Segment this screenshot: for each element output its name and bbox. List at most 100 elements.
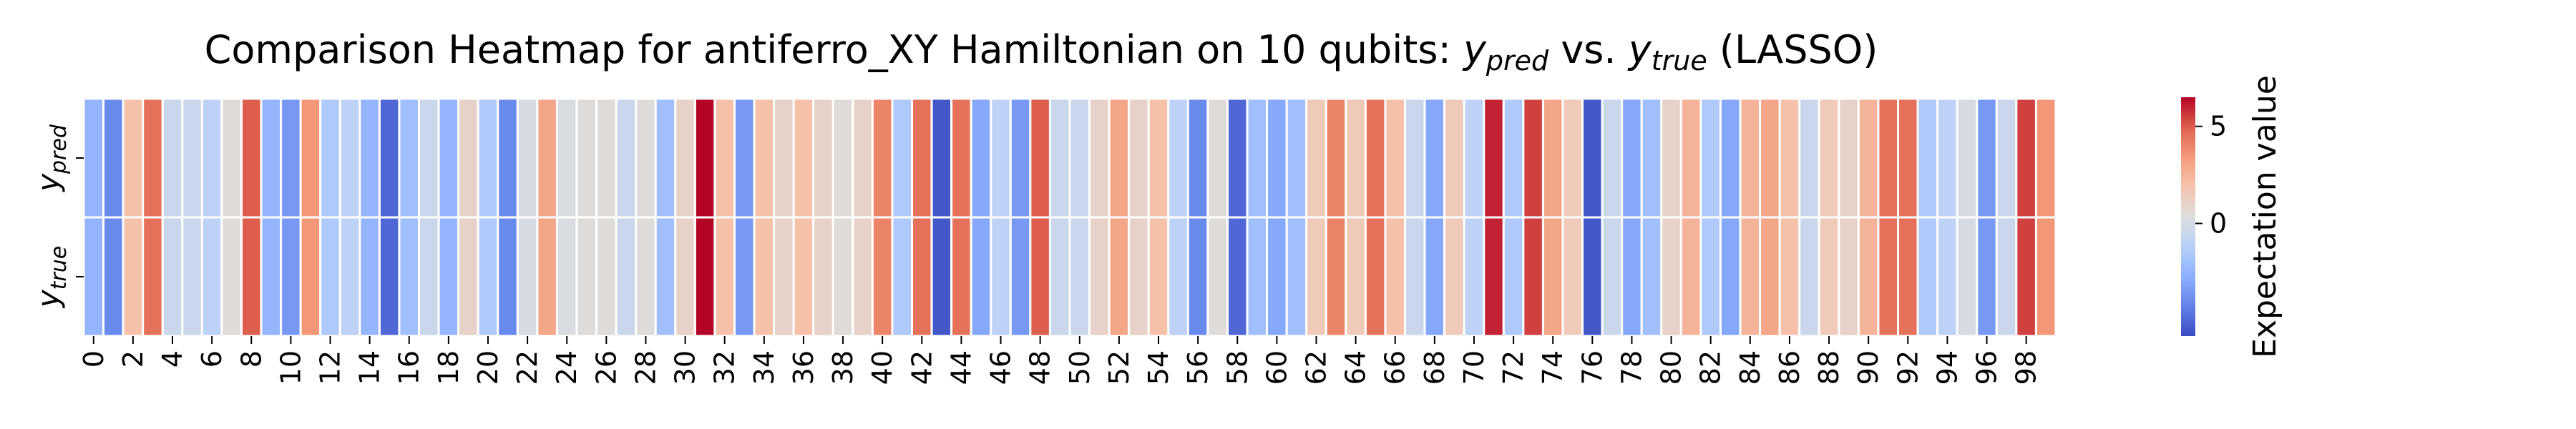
heatmap-cell [1640,97,1663,219]
heatmap-cell [1463,216,1485,337]
x-tick-label: 16 [394,350,425,385]
heatmap-cell [1976,97,1998,219]
heatmap-cell [457,97,479,219]
heatmap-cell [1226,97,1249,219]
x-tick-label: 2 [117,350,149,368]
heatmap-cell [753,216,776,337]
x-tick-label: 18 [433,350,464,385]
heatmap-cell [1206,216,1229,337]
heatmap-cell [555,97,578,219]
heatmap-cell [1483,216,1505,337]
x-tick-label: 44 [945,350,977,385]
heatmap-cell [536,216,558,337]
heatmap-cell [713,216,736,337]
heatmap-cell [1778,97,1801,219]
x-tick-label: 54 [1143,350,1174,385]
heatmap-cell [1759,97,1781,219]
heatmap-cell [1838,216,1860,337]
heatmap-cell [536,97,558,219]
heatmap-cell [82,216,105,337]
heatmap-cell [1423,216,1446,337]
heatmap-cell [674,216,696,337]
x-tick-label: 66 [1380,350,1411,385]
heatmap-cell [773,97,795,219]
heatmap-cell [1877,216,1900,337]
x-tick-label: 80 [1656,350,1687,385]
heatmap-cell [1048,97,1071,219]
heatmap-cell [516,216,539,337]
x-tick-label: 82 [1695,350,1727,385]
heatmap-cell [990,97,1012,219]
heatmap-cell [792,97,815,219]
x-tick-label: 48 [1025,350,1056,385]
x-tick-label: 46 [985,350,1017,385]
heatmap-cell [1581,97,1604,219]
heatmap-cell [220,216,243,337]
heatmap-cell [418,216,440,337]
x-tick-label: 50 [1064,350,1096,385]
heatmap-cell [1857,97,1880,219]
heatmap-cell [1995,97,2018,219]
heatmap-cell [595,97,618,219]
heatmap-cell [911,97,933,219]
heatmap-cell [319,216,341,337]
heatmap-cell [2034,97,2057,219]
x-tick-label: 40 [867,350,898,385]
heatmap-cell [1699,97,1722,219]
x-tick-label: 30 [670,350,701,385]
heatmap-cell [516,97,539,219]
heatmap-cell [831,97,854,219]
heatmap-cell [1660,97,1682,219]
x-tick-label: 98 [2011,350,2042,385]
heatmap-cell [990,216,1012,337]
heatmap-cell [1976,216,1998,337]
heatmap-cell [1246,97,1269,219]
heatmap-cell [635,97,657,219]
heatmap-cell [280,97,302,219]
chart-title: Comparison Heatmap for antiferro_XY Hami… [205,27,1878,77]
heatmap-cell [181,97,203,219]
heatmap-cell [2015,216,2037,337]
heatmap-cell [1561,97,1584,219]
heatmap-cell [1956,97,1979,219]
heatmap-cell [1226,216,1249,337]
y-tick-label: ypred [31,124,72,193]
heatmap-cell [871,97,894,219]
heatmap-cell [1423,97,1446,219]
heatmap-cell [1186,216,1209,337]
heatmap-cells [82,97,2057,337]
heatmap-cell [1068,216,1091,337]
heatmap-cell [1541,216,1564,337]
x-tick-label: 26 [590,350,622,385]
heatmap-cell [693,216,716,337]
heatmap-cell [437,97,460,219]
heatmap-cell [1324,216,1347,337]
colorbar-label: Expectation value [2247,75,2283,358]
heatmap-cell [1897,97,1919,219]
x-tick-label: 4 [157,350,188,368]
heatmap-cell [122,97,145,219]
heatmap-cell [635,216,657,337]
heatmap-cell [575,97,598,219]
heatmap-cell [1621,216,1643,337]
heatmap-cell [1522,97,1544,219]
heatmap-cell [240,97,263,219]
heatmap-cell [437,216,460,337]
heatmap-cell [1324,97,1347,219]
heatmap-cell [1009,97,1032,219]
x-tick-label: 84 [1735,350,1766,385]
heatmap-cell [1029,97,1051,219]
x-axis: 0 2 4 6 8 10 12 14 16 18 20 22 24 26 28 30 32 34 36 38 40 42 4… [78,336,2042,385]
x-tick-label: 64 [1340,350,1372,385]
heatmap-cell [1147,216,1170,337]
heatmap-cell [1009,216,1032,337]
heatmap-cell [1502,216,1525,337]
heatmap-cell [1916,97,1939,219]
heatmap-cell [911,216,933,337]
x-tick-label: 60 [1261,350,1292,385]
heatmap-cell [1364,97,1387,219]
x-tick-label: 14 [354,350,386,385]
colorbar-tick-label: 0 [2210,208,2227,240]
heatmap-cell [1048,216,1071,337]
